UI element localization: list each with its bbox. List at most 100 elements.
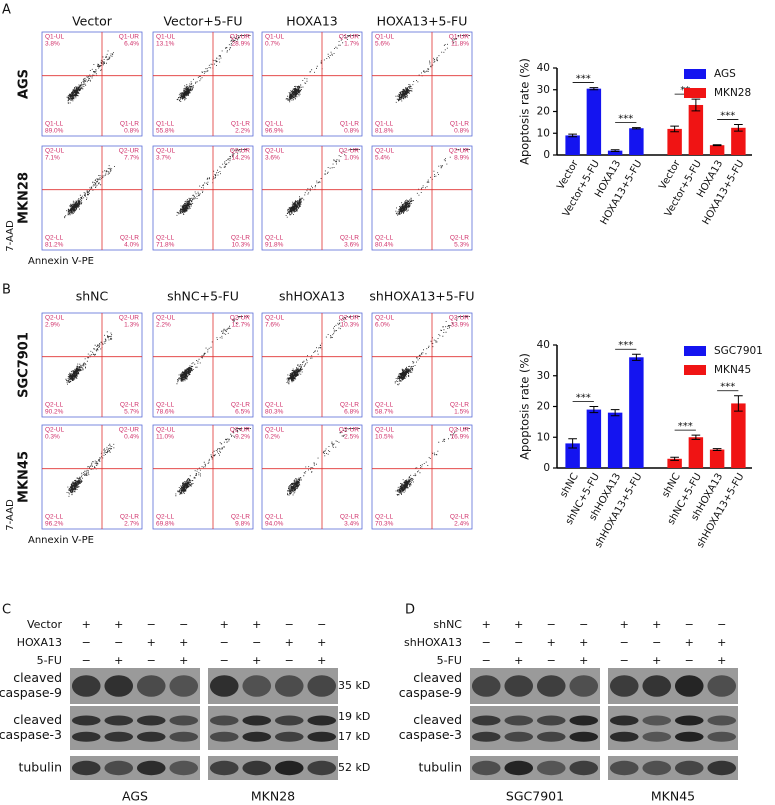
blot-band [471,675,501,697]
quadrant-name: Q2-UL [45,148,65,155]
legend-swatch [684,69,706,79]
error-bar [632,127,641,130]
blot-band [504,675,534,697]
quadrant-percent: 3.6% [265,155,280,162]
quadrant-name: Q2-LL [265,514,283,521]
y-tick-label: 10 [537,127,550,139]
quadrant-percent: 10.3% [232,242,251,249]
quadrant-name: Q2-UR [339,148,360,155]
blot-band [536,675,566,697]
error-bar [712,144,722,147]
error-bar [589,406,599,414]
treatment-sign: + [82,618,91,631]
blot-band [169,675,199,697]
scatter-dots [286,316,360,385]
quadrant-percent: 5.7% [124,409,139,416]
treatment-sign: + [652,618,661,631]
bar [586,88,602,155]
quadrant-percent: 3.6% [344,242,359,249]
panel-label: A [2,3,11,18]
error-bar [610,409,620,417]
blot-band [707,731,737,742]
bar [731,403,746,468]
legend-label: AGS [714,68,736,80]
blot-band [274,760,304,776]
error-bar [734,124,743,132]
treatment-sign: + [317,654,326,667]
quadrant-name: Q1-UL [156,34,176,41]
blot-band [642,715,672,726]
quadrant-name: Q2-UL [156,427,176,434]
quadrant-percent: 11.8% [451,41,469,48]
blot-band [471,731,501,742]
plot-frame [152,424,254,530]
quadrant-percent: 1.5% [454,409,469,416]
blot-band [642,760,672,776]
blot-band [307,760,337,776]
blot-band [209,760,239,776]
column-title: HOXA13+5-FU [377,14,468,29]
blot-band [71,760,101,776]
blot-band [536,760,566,776]
blot-band [274,675,304,697]
quadrant-percent: 6.8% [344,409,359,416]
blot-band [609,760,639,776]
blot-band [136,760,166,776]
quadrant-name: Q1-UL [265,34,285,41]
scatter-dots [395,35,470,103]
quadrant-percent: 6.0% [375,322,390,329]
treatment-label: 5-FU [437,654,462,667]
column-title: Vector+5-FU [163,14,242,29]
y-tick-label: 40 [537,339,550,351]
scatter-dots [176,149,248,216]
blot-band [209,715,239,726]
quadrant-percent: 28.9% [232,41,251,48]
quadrant-percent: 16.9% [451,434,470,441]
significance-label: *** [576,393,591,404]
bar [629,128,644,155]
blot-band [707,715,737,726]
quadrant-name: Q1-UR [119,34,140,41]
treatment-sign: − [220,654,229,667]
quadrant-percent: 2.9% [45,322,60,329]
blot-band [71,731,101,742]
column-title: shHOXA13+5-FU [369,289,474,304]
treatment-label: 5-FU [37,654,62,667]
blot-band [471,715,501,726]
quadrant-name: Q2-UR [119,427,140,434]
scatter-dots [287,428,360,496]
y-tick-label: 10 [537,431,550,443]
blot-band [707,760,737,776]
quadrant-percent: 2.7% [124,521,139,528]
band-label: caspase-9 [0,685,62,700]
quadrant-percent: 5.6% [375,41,390,48]
quadrant-percent: 10.5% [375,434,394,441]
quadrant-name: Q2-LL [45,402,63,409]
treatment-sign: − [82,654,91,667]
quadrant-percent: 4.0% [124,242,139,249]
plot-frame [152,145,254,251]
quadrant-name: Q2-UL [375,315,395,322]
treatment-sign: + [579,654,588,667]
significance-label: *** [678,421,693,432]
quadrant-percent: 80.3% [265,409,284,416]
blot-band [609,675,639,697]
band-label: caspase-3 [0,727,62,742]
quadrant-name: Q2-UR [230,427,251,434]
treatment-sign: − [579,618,588,631]
quadrant-percent: 0.8% [344,128,359,135]
quadrant-name: Q2-LL [156,514,174,521]
quadrant-name: Q2-LL [156,235,174,242]
quadrant-percent: 1.3% [124,322,139,329]
size-marker: 19 kD [338,710,370,723]
quadrant-name: Q2-LL [156,402,174,409]
quadrant-percent: 8.9% [454,155,469,162]
plot-frame [371,424,473,530]
quadrant-name: Q2-LR [231,514,250,521]
quadrant-name: Q1-LL [375,121,393,128]
column-title: Vector [72,14,113,29]
y-tick-label: 20 [537,106,550,118]
scatter-dots [66,50,114,104]
band-label: tubulin [418,760,462,775]
